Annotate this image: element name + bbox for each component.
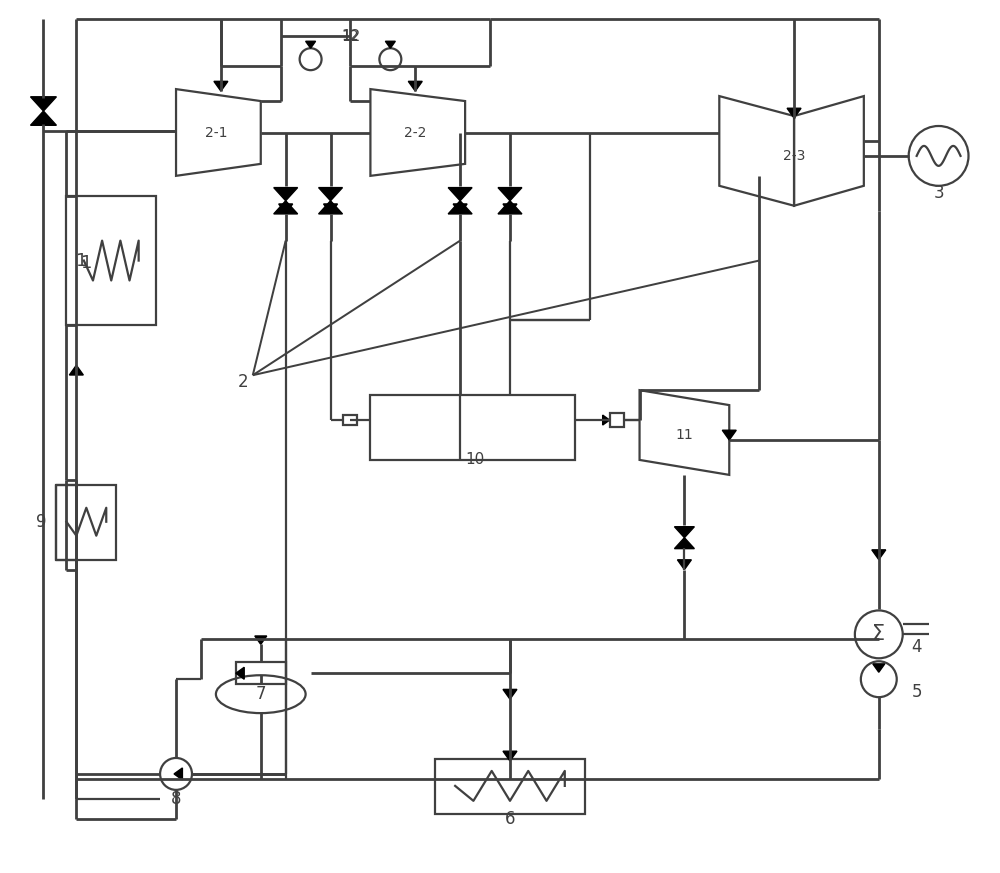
Bar [610, 413, 624, 427]
Polygon shape [503, 204, 517, 214]
Polygon shape [503, 690, 517, 699]
Text: 12: 12 [341, 29, 360, 44]
Bar [236, 663, 286, 684]
Polygon shape [674, 526, 694, 538]
Text: 8: 8 [171, 790, 181, 808]
Text: 2-3: 2-3 [783, 149, 805, 163]
Polygon shape [306, 41, 316, 48]
Text: 2-1: 2-1 [205, 126, 227, 140]
Polygon shape [448, 201, 472, 214]
Polygon shape [30, 97, 56, 111]
Polygon shape [498, 201, 522, 214]
Polygon shape [324, 204, 338, 214]
Polygon shape [677, 560, 691, 569]
Polygon shape [174, 768, 182, 780]
Polygon shape [279, 204, 293, 214]
Polygon shape [319, 201, 343, 214]
Polygon shape [236, 667, 244, 679]
Polygon shape [674, 538, 694, 548]
Polygon shape [408, 81, 422, 91]
Text: Σ: Σ [872, 624, 885, 644]
Text: 9: 9 [36, 512, 47, 531]
Polygon shape [214, 81, 228, 91]
Bar [370, 395, 575, 460]
Text: 3: 3 [933, 184, 944, 202]
Polygon shape [787, 108, 801, 118]
Bar [66, 196, 156, 326]
Polygon shape [872, 550, 886, 560]
Polygon shape [503, 751, 517, 761]
Text: 2-2: 2-2 [404, 126, 426, 140]
Polygon shape [274, 188, 298, 201]
Text: 11: 11 [676, 428, 693, 442]
Polygon shape [385, 41, 395, 48]
Text: 12: 12 [342, 30, 359, 44]
Polygon shape [448, 188, 472, 201]
Text: 10: 10 [465, 452, 485, 467]
Polygon shape [722, 430, 736, 440]
Text: 4: 4 [911, 638, 922, 656]
Text: 1: 1 [76, 251, 87, 270]
Text: 6: 6 [505, 810, 515, 828]
Polygon shape [603, 415, 610, 425]
Polygon shape [319, 188, 343, 201]
Bar [56, 485, 116, 560]
Polygon shape [453, 204, 467, 214]
Polygon shape [274, 201, 298, 214]
Bar [343, 415, 357, 425]
Polygon shape [30, 111, 56, 126]
Text: 1: 1 [81, 253, 92, 272]
Text: 7: 7 [256, 685, 266, 703]
Polygon shape [255, 636, 267, 644]
Polygon shape [69, 365, 83, 375]
Text: 2: 2 [238, 373, 248, 391]
Text: 5: 5 [911, 684, 922, 701]
Bar [435, 759, 585, 814]
Polygon shape [873, 663, 885, 672]
Polygon shape [498, 188, 522, 201]
